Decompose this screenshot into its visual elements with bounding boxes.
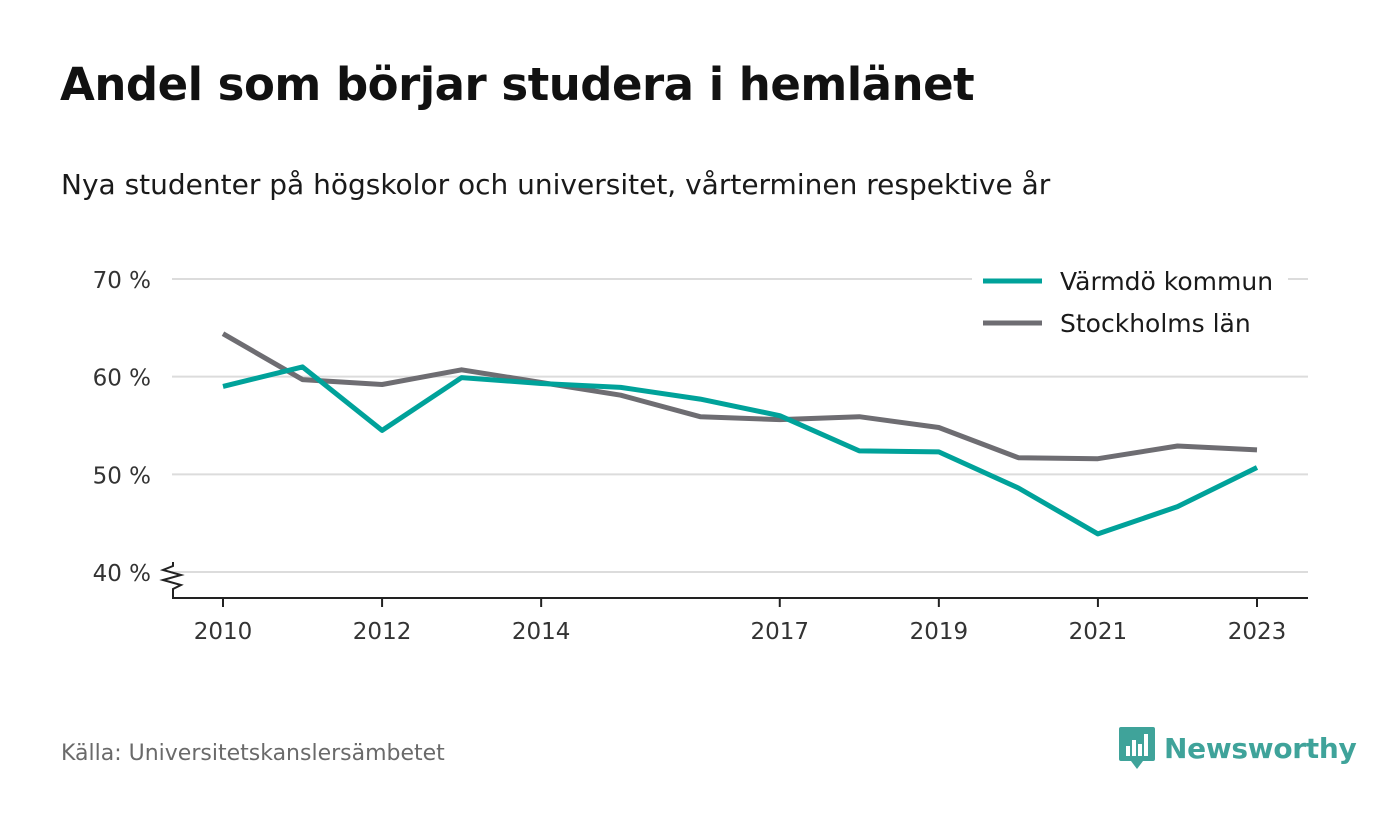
line-chart: 40 % 50 % 60 % 70 % 2010 2012 2014 2017 2019 202… bbox=[92, 260, 1308, 645]
x-tick-label: 2014 bbox=[512, 619, 571, 645]
source-note: Källa: Universitetskanslersämbetet bbox=[61, 741, 445, 766]
series-lines bbox=[221, 331, 1259, 537]
x-tick-label: 2023 bbox=[1228, 619, 1287, 645]
legend-background bbox=[972, 260, 1288, 342]
chart-title: Andel som börjar studera i hemlänet bbox=[60, 58, 975, 111]
chart-subtitle: Nya studenter på högskolor och universit… bbox=[61, 168, 1051, 201]
y-tick-label: 70 % bbox=[93, 268, 151, 294]
x-tick-label: 2012 bbox=[353, 619, 412, 645]
x-tick-label: 2019 bbox=[910, 619, 969, 645]
y-axis-break-icon bbox=[159, 562, 185, 598]
x-axis-tick-labels: 2010 2012 2014 2017 2019 2021 2023 bbox=[194, 619, 1287, 645]
legend-label: Stockholms län bbox=[1060, 309, 1251, 338]
y-tick-label: 40 % bbox=[93, 561, 151, 587]
x-tick-label: 2017 bbox=[750, 619, 809, 645]
y-axis-tick-labels: 40 % 50 % 60 % 70 % bbox=[93, 268, 151, 587]
y-tick-label: 50 % bbox=[93, 463, 151, 489]
legend-label: Värmdö kommun bbox=[1060, 267, 1273, 296]
x-tick-label: 2021 bbox=[1069, 619, 1128, 645]
bar-chart-speech-bubble-icon bbox=[1119, 727, 1155, 769]
series-line-varmdo bbox=[222, 364, 1259, 537]
x-axis bbox=[159, 562, 1308, 607]
series-line-stockholm bbox=[221, 331, 1258, 462]
brand-logo: Newsworthy bbox=[1118, 726, 1357, 770]
legend: Värmdö kommun Stockholms län bbox=[972, 260, 1288, 342]
x-tick-label: 2010 bbox=[194, 619, 253, 645]
brand-name: Newsworthy bbox=[1164, 731, 1357, 765]
y-tick-label: 60 % bbox=[93, 366, 151, 392]
